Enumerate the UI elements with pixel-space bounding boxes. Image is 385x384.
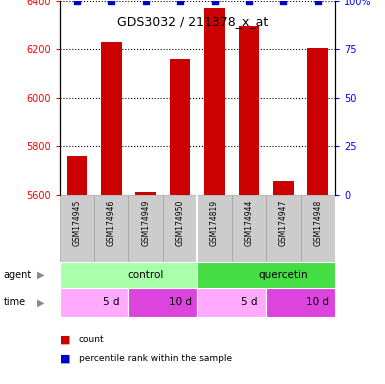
Bar [170,59,191,195]
Text: percentile rank within the sample: percentile rank within the sample [79,354,232,363]
Text: GSM174944: GSM174944 [244,200,253,247]
Bar [129,195,163,262]
Bar [232,195,266,262]
Text: GDS3032 / 211378_x_at: GDS3032 / 211378_x_at [117,15,268,28]
Point [177,0,183,4]
Text: GSM174947: GSM174947 [279,200,288,247]
Bar [301,195,335,262]
Point [211,0,218,4]
Point [142,0,149,4]
Text: GSM174945: GSM174945 [72,200,81,247]
Bar [67,156,87,195]
Bar [129,288,197,317]
Text: 5 d: 5 d [103,297,119,308]
Text: ▶: ▶ [37,297,44,308]
Text: ■: ■ [60,335,70,345]
Text: GSM174949: GSM174949 [141,200,150,247]
Bar [60,288,129,317]
Text: count: count [79,335,105,344]
Text: ▶: ▶ [37,270,44,280]
Bar [197,288,266,317]
Bar [136,192,156,195]
Bar [307,48,328,195]
Point [315,0,321,4]
Bar [197,262,335,288]
Text: GSM174950: GSM174950 [176,200,185,247]
Bar [266,195,301,262]
Point [280,0,286,4]
Text: control: control [127,270,164,280]
Bar [60,262,197,288]
Bar [204,8,225,195]
Bar [273,181,294,195]
Text: GSM174948: GSM174948 [313,200,322,246]
Point [246,0,252,4]
Bar [197,195,232,262]
Text: ■: ■ [60,353,70,363]
Bar [239,26,259,195]
Bar [163,195,197,262]
Text: GSM174946: GSM174946 [107,200,116,247]
Bar [101,42,122,195]
Bar [266,288,335,317]
Text: quercetin: quercetin [258,270,308,280]
Text: 5 d: 5 d [241,297,257,308]
Bar [60,195,94,262]
Point [108,0,114,4]
Text: 10 d: 10 d [306,297,329,308]
Text: agent: agent [4,270,32,280]
Text: GSM174819: GSM174819 [210,200,219,246]
Text: 10 d: 10 d [169,297,192,308]
Text: time: time [4,297,26,308]
Point [74,0,80,4]
Bar [94,195,129,262]
